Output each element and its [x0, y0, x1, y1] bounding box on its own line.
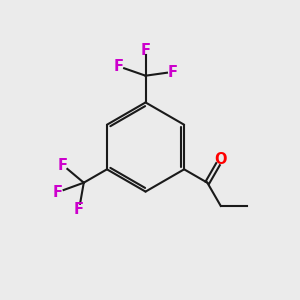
Text: F: F — [114, 59, 124, 74]
Text: F: F — [74, 202, 84, 217]
Text: O: O — [215, 152, 227, 166]
Text: F: F — [140, 43, 151, 58]
Text: F: F — [58, 158, 68, 172]
Text: F: F — [53, 184, 63, 200]
Text: F: F — [167, 65, 177, 80]
